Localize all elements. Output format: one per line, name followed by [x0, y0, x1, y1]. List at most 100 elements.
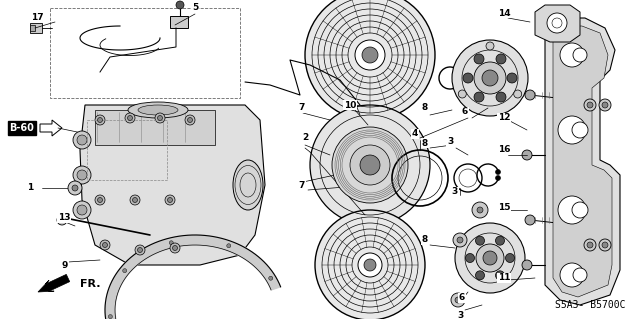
Circle shape	[522, 260, 532, 270]
Circle shape	[572, 202, 588, 218]
Circle shape	[269, 276, 273, 280]
Polygon shape	[545, 18, 620, 305]
Circle shape	[573, 48, 587, 62]
Circle shape	[77, 205, 87, 215]
Polygon shape	[105, 235, 280, 319]
Polygon shape	[40, 120, 62, 136]
Polygon shape	[535, 5, 580, 42]
Text: 13: 13	[58, 213, 70, 222]
Circle shape	[496, 92, 506, 102]
Circle shape	[560, 263, 584, 287]
Circle shape	[97, 117, 102, 122]
Circle shape	[584, 239, 596, 251]
Text: 7: 7	[299, 182, 305, 190]
Ellipse shape	[128, 102, 188, 118]
Circle shape	[173, 246, 177, 250]
Circle shape	[453, 233, 467, 247]
Circle shape	[362, 47, 378, 63]
Circle shape	[599, 239, 611, 251]
Circle shape	[310, 105, 430, 225]
Text: 2: 2	[302, 133, 308, 143]
Text: 12: 12	[498, 114, 510, 122]
Circle shape	[522, 150, 532, 160]
Circle shape	[587, 102, 593, 108]
Circle shape	[350, 145, 390, 185]
Text: 17: 17	[31, 13, 44, 23]
Circle shape	[358, 253, 382, 277]
Text: 5: 5	[192, 4, 198, 12]
Circle shape	[482, 70, 498, 86]
Circle shape	[170, 241, 173, 245]
Circle shape	[495, 169, 500, 174]
Circle shape	[455, 297, 461, 303]
Circle shape	[155, 113, 165, 123]
Circle shape	[457, 237, 463, 243]
Text: 8: 8	[422, 138, 428, 147]
Circle shape	[474, 92, 484, 102]
Circle shape	[185, 115, 195, 125]
Circle shape	[165, 195, 175, 205]
Circle shape	[483, 251, 497, 265]
Circle shape	[176, 1, 184, 9]
Circle shape	[465, 254, 474, 263]
Circle shape	[364, 259, 376, 271]
Circle shape	[132, 197, 138, 203]
Circle shape	[68, 181, 82, 195]
Polygon shape	[553, 26, 612, 297]
Circle shape	[77, 170, 87, 180]
Circle shape	[547, 13, 567, 33]
Ellipse shape	[138, 105, 178, 115]
Circle shape	[455, 223, 525, 293]
Circle shape	[123, 269, 127, 273]
Circle shape	[73, 131, 91, 149]
Circle shape	[57, 215, 67, 225]
Circle shape	[100, 240, 110, 250]
Text: 16: 16	[498, 145, 510, 154]
Circle shape	[573, 268, 587, 282]
Circle shape	[495, 175, 500, 181]
Circle shape	[507, 73, 517, 83]
Circle shape	[127, 115, 132, 121]
Circle shape	[506, 254, 515, 263]
Circle shape	[514, 90, 522, 98]
Circle shape	[587, 242, 593, 248]
Text: 9: 9	[62, 261, 68, 270]
Circle shape	[472, 202, 488, 218]
Circle shape	[130, 195, 140, 205]
Circle shape	[572, 122, 588, 138]
Text: 1: 1	[27, 183, 33, 192]
Circle shape	[360, 155, 380, 175]
Circle shape	[72, 185, 78, 191]
Circle shape	[560, 43, 584, 67]
Circle shape	[486, 42, 494, 50]
Circle shape	[125, 113, 135, 123]
Circle shape	[135, 245, 145, 255]
Ellipse shape	[233, 160, 263, 210]
Circle shape	[108, 315, 113, 319]
Circle shape	[474, 54, 484, 64]
Circle shape	[188, 117, 193, 122]
Circle shape	[477, 207, 483, 213]
Circle shape	[452, 40, 528, 116]
Text: 6: 6	[459, 293, 465, 302]
Circle shape	[97, 197, 102, 203]
Circle shape	[584, 99, 596, 111]
Text: 15: 15	[498, 204, 510, 212]
Circle shape	[558, 116, 586, 144]
Circle shape	[496, 54, 506, 64]
Text: 8: 8	[422, 103, 428, 113]
Bar	[170, 16, 188, 28]
Circle shape	[95, 195, 105, 205]
Circle shape	[227, 244, 231, 248]
Text: 6: 6	[462, 108, 468, 116]
Text: 8: 8	[422, 235, 428, 244]
Circle shape	[77, 135, 87, 145]
Circle shape	[602, 102, 608, 108]
Circle shape	[476, 244, 504, 272]
Circle shape	[315, 210, 425, 319]
Text: 11: 11	[498, 273, 510, 283]
Polygon shape	[38, 274, 70, 292]
Circle shape	[463, 73, 473, 83]
Circle shape	[138, 248, 143, 253]
Bar	[95, 110, 215, 145]
